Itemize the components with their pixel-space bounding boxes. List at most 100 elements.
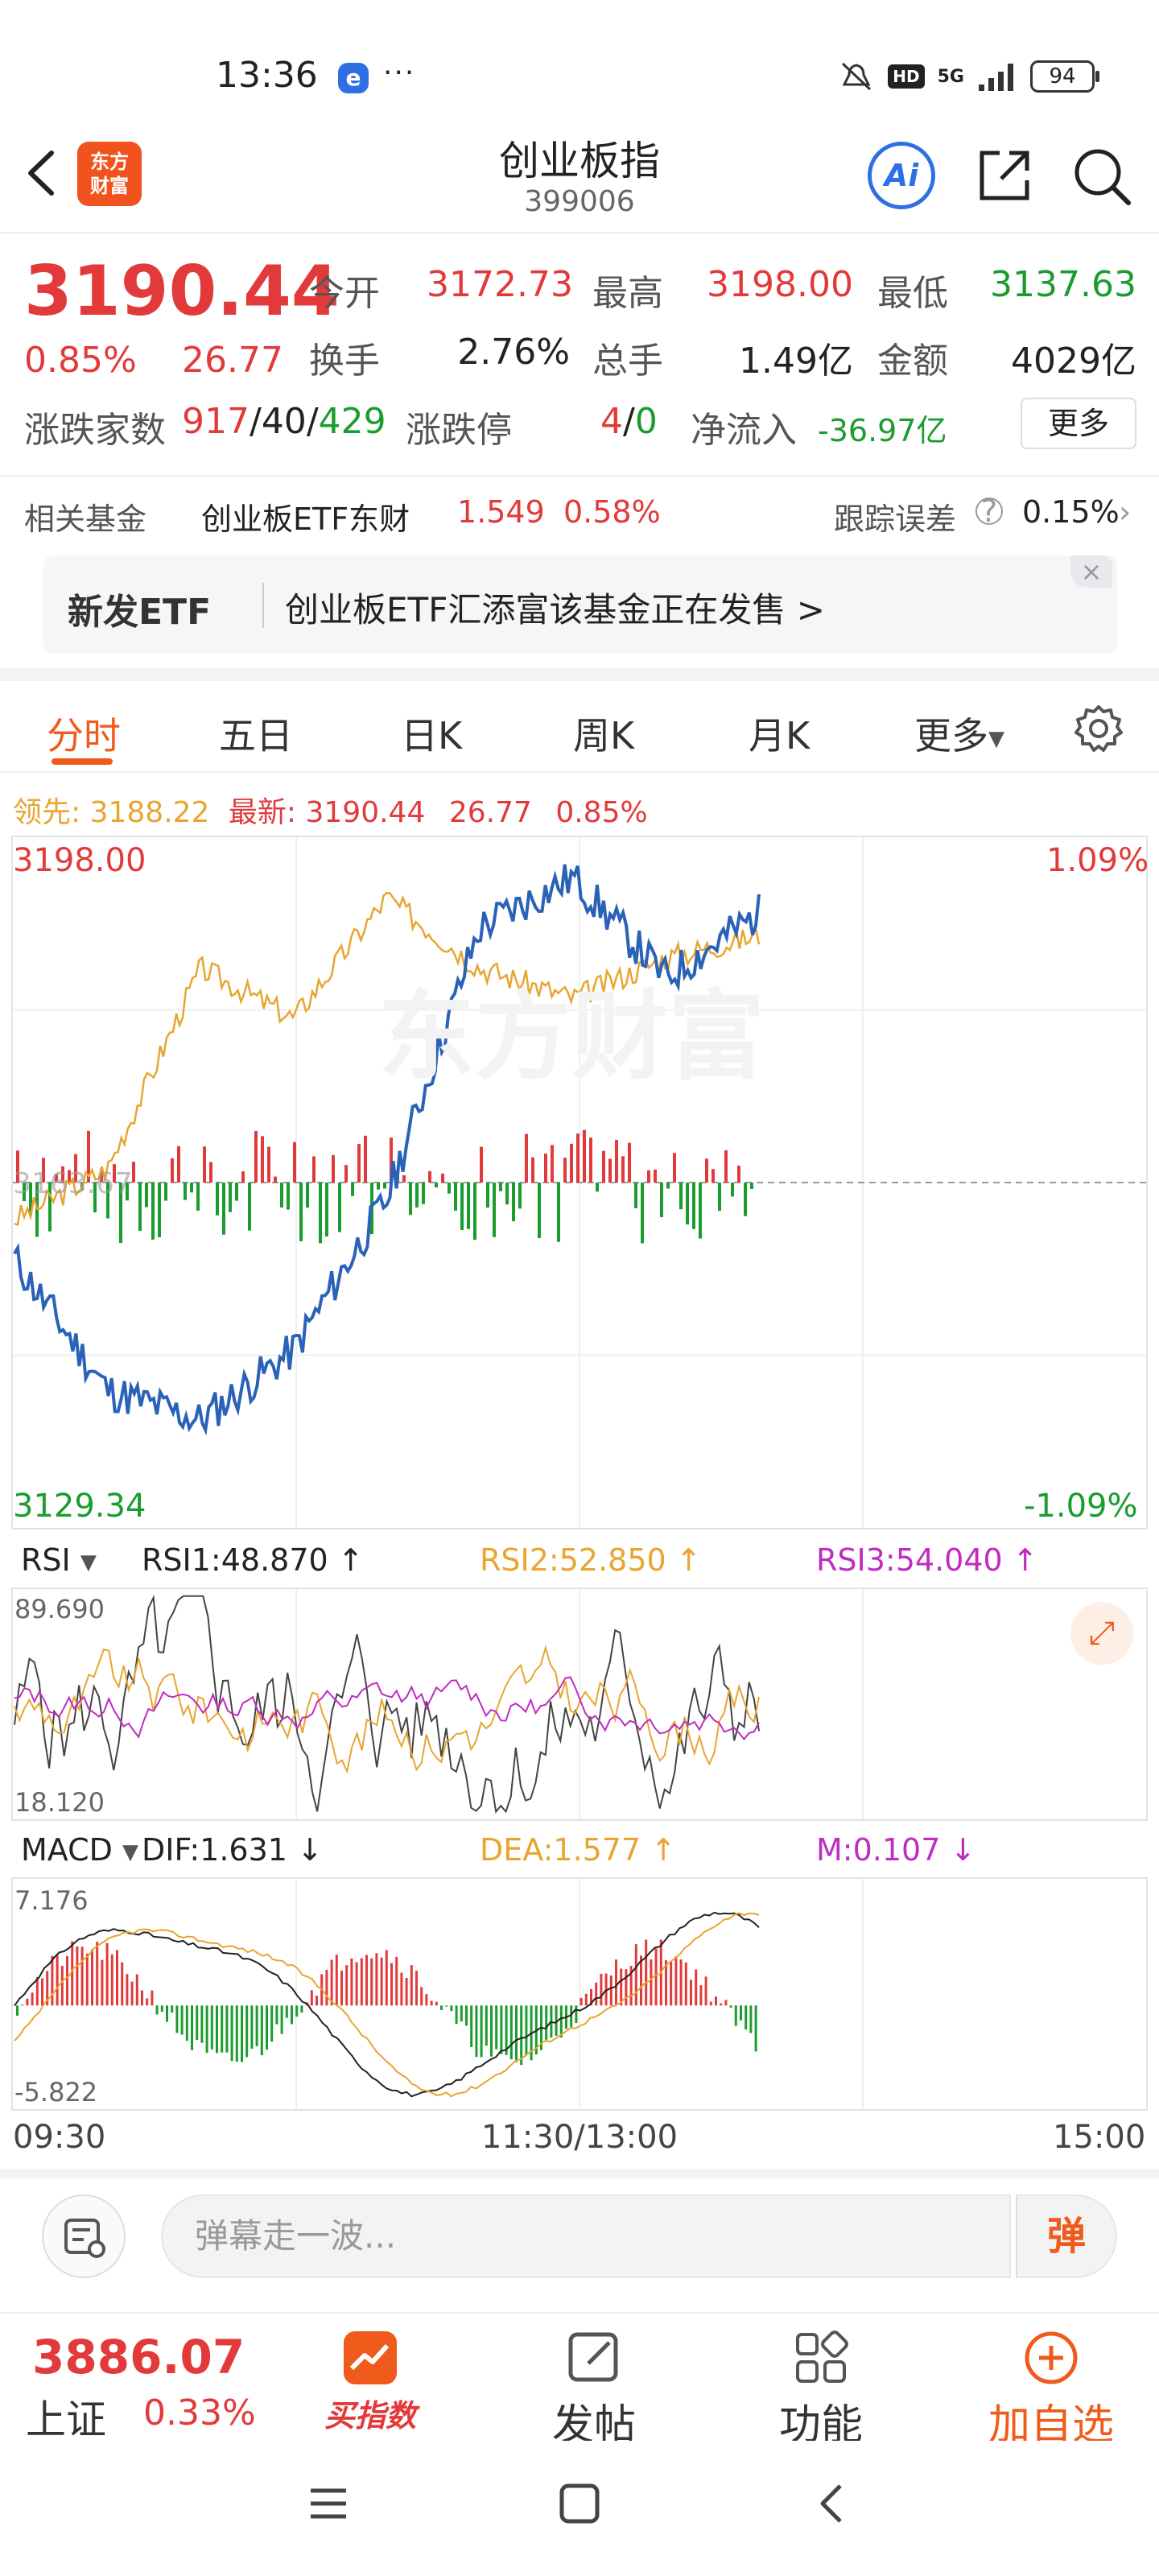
macd-bar-down [191, 2005, 193, 2050]
macd-selector[interactable]: MACD ▼ [21, 1832, 139, 1868]
mid-price-label: 3163.67 [13, 1167, 133, 1200]
system-back-icon[interactable] [810, 2481, 855, 2537]
add-watchlist-button[interactable]: 加自选 [971, 2328, 1132, 2451]
danmu-settings-icon[interactable] [42, 2194, 126, 2278]
section-divider [0, 668, 1159, 681]
volume-bar-up [254, 1130, 258, 1183]
volume-bar-down [190, 1183, 193, 1193]
ai-assistant-icon[interactable]: Ai [868, 142, 935, 209]
macd-bar-up [720, 2003, 723, 2006]
time-label-mid: 11:30/13:00 [481, 2119, 678, 2156]
back-icon[interactable] [21, 145, 69, 201]
related-fund-row[interactable]: 相关基金 创业板ETF东财 1.549 0.58% 跟踪误差 ? 0.15% › [0, 475, 1159, 547]
sh-index-pct[interactable]: 0.33% [143, 2392, 256, 2434]
macd-bar-up [325, 1970, 328, 2006]
macd-bar-down [221, 2005, 224, 2053]
macd-bar-up [71, 1941, 74, 2006]
etf-banner[interactable]: 新发ETF 创业板ETF汇添富该基金正在发售 > [43, 555, 1117, 654]
macd-bar-up [105, 1942, 109, 2006]
bottom-nav: 3886.07 上证 0.33% 买指数 发帖 功能 加自选 [0, 2312, 1159, 2450]
buy-index-label: 买指数 [324, 2398, 416, 2434]
intraday-chart[interactable] [11, 836, 1148, 1530]
sh-index-value[interactable]: 3886.07 [32, 2330, 245, 2384]
volume-bar-down [319, 1183, 322, 1244]
macd-bar-up [76, 1946, 79, 2006]
volume-bar-up [705, 1158, 708, 1183]
limit-counts: 4/0 [600, 401, 658, 442]
tab-more[interactable]: 更多▼ [914, 714, 1004, 758]
fund-name[interactable]: 创业板ETF东财 [201, 502, 410, 537]
macd-bar-up [405, 1977, 408, 2006]
tab-fenshi[interactable]: 分时 [47, 714, 121, 758]
danmu-send-button[interactable]: 弹 [1016, 2194, 1117, 2278]
macd-chart[interactable] [11, 1877, 1148, 2111]
gear-icon[interactable] [1074, 704, 1124, 753]
expand-icon[interactable]: ⤢ [1070, 1602, 1133, 1665]
post-button[interactable]: 发帖 [538, 2328, 650, 2451]
danmu-input[interactable]: 弹幕走一波... [161, 2194, 1011, 2278]
volume-bar-up [61, 1166, 64, 1183]
close-banner-icon[interactable]: × [1070, 555, 1112, 588]
volume-bar-up [551, 1145, 554, 1183]
macd-bar-up [699, 1985, 703, 2006]
updown-label: 涨跌家数 [24, 410, 166, 451]
macd-bar-down [285, 2005, 288, 2018]
tab-week-k[interactable]: 周K [573, 714, 635, 758]
search-icon[interactable] [1070, 145, 1135, 209]
macd-bar-up [91, 1949, 93, 2006]
volume-bar-down [126, 1183, 129, 1201]
rsi1-series [14, 1594, 760, 1814]
buy-index-button[interactable]: 买指数 [314, 2328, 427, 2435]
volume-bar-down [499, 1183, 502, 1191]
rsi-chart[interactable] [11, 1587, 1148, 1821]
macd-bar-up [400, 1972, 403, 2006]
app-logo: 东方 财富 [77, 142, 142, 206]
menu-icon[interactable] [306, 2481, 351, 2537]
macd-bar-up [420, 1987, 423, 2006]
bottom-pct-label: -1.09% [1024, 1488, 1138, 1525]
macd-bar-down [205, 2005, 208, 2054]
banner-divider [262, 583, 264, 628]
volume-bar-down [106, 1183, 109, 1219]
more-quote-button[interactable]: 更多 [1021, 398, 1136, 449]
macd-bar-up [670, 1961, 673, 2006]
rsi1-value: RSI1:48.870 ↑ [142, 1542, 364, 1578]
watermark: 东方财富 [378, 981, 765, 1093]
rsi-dropdown-icon: ▼ [80, 1550, 97, 1575]
tab-month-k[interactable]: 月K [749, 714, 810, 758]
volume-bar-down [23, 1183, 26, 1202]
macd-bar-up [584, 1993, 588, 2006]
macd-bar-down [275, 2005, 278, 2025]
m-value: M:0.107 ↓ [816, 1832, 976, 1868]
macd-bar-down [559, 2005, 563, 2037]
status-time: 13:36 [216, 55, 318, 96]
volume-bar-down [299, 1183, 303, 1241]
tab-wuri[interactable]: 五日 [219, 714, 293, 758]
macd-bar-up [135, 1974, 138, 2006]
help-icon[interactable]: ? [975, 496, 1003, 526]
macd-bar-down [200, 2005, 204, 2043]
volume-bar-down [229, 1183, 232, 1212]
mute-icon [842, 62, 872, 91]
macd-bar-up [335, 1955, 338, 2006]
macd-bar-up [620, 1968, 623, 2006]
volume-bar-up [608, 1158, 612, 1183]
function-button[interactable]: 功能 [765, 2328, 877, 2451]
rsi-min-label: 18.120 [14, 1787, 105, 1818]
volume-bar-up [293, 1141, 296, 1183]
fund-price: 1.549 [457, 494, 545, 530]
share-icon[interactable] [974, 145, 1035, 206]
macd-bar-up [41, 1978, 43, 2006]
etf-tag: 新发ETF [68, 592, 212, 633]
sh-index-name[interactable]: 上证 [26, 2396, 106, 2443]
inflow-value: -36.97亿 [818, 413, 947, 448]
tab-day-k[interactable]: 日K [401, 714, 463, 758]
macd-bar-up [141, 1990, 143, 2006]
volume-bar-up [267, 1146, 270, 1183]
home-icon[interactable] [557, 2481, 602, 2537]
open-label: 今开 [309, 273, 380, 314]
volume-bar-down [493, 1183, 496, 1237]
rsi-selector[interactable]: RSI ▼ [21, 1542, 97, 1578]
time-label-close: 15:00 [1053, 2119, 1146, 2156]
